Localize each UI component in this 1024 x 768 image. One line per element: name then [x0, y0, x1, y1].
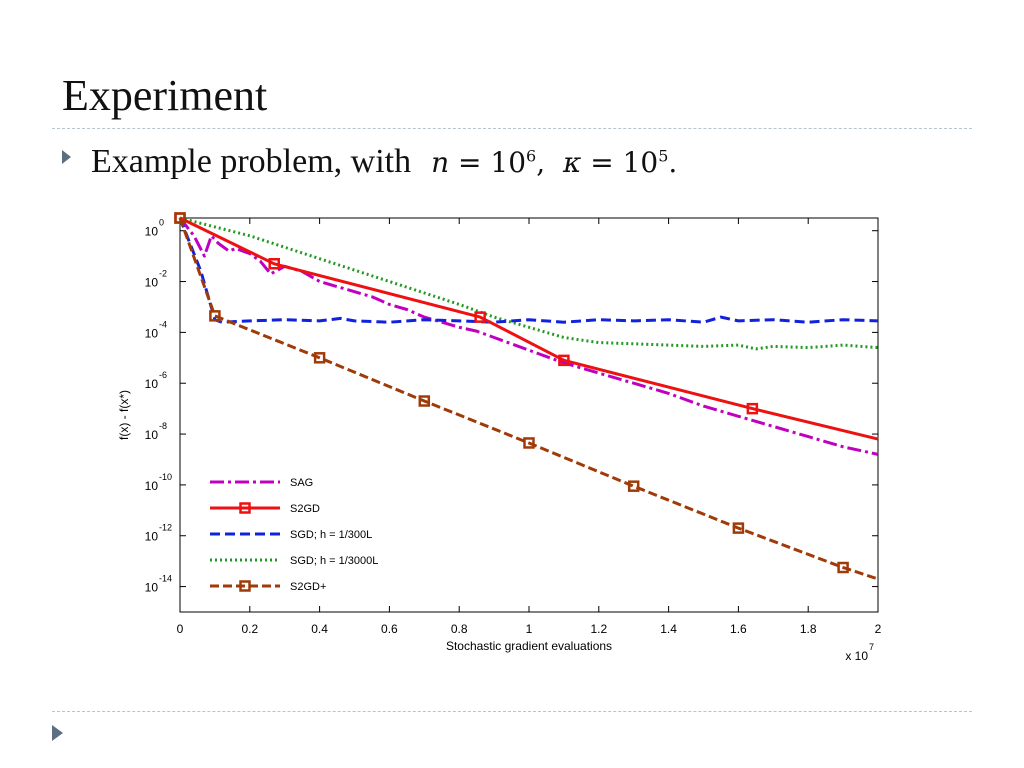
series-line-0	[178, 217, 879, 456]
x-tick-label: 0.8	[451, 622, 468, 636]
x-tick-label: 1.6	[730, 622, 747, 636]
math-expression: n = 106, κ = 105.	[431, 146, 678, 179]
x-tick-label: 2	[875, 622, 882, 636]
legend-label-2: SGD; h = 1/300L	[290, 529, 372, 541]
y-tick-exponent: -6	[159, 370, 167, 380]
y-tick-label: 10	[145, 479, 159, 493]
x-tick-label: 0.2	[241, 622, 258, 636]
footer-arrow-icon	[52, 725, 63, 741]
math-equals-ten-2: = 10	[581, 146, 659, 179]
y-tick-label: 10	[145, 326, 159, 340]
x-tick-label: 0.4	[311, 622, 328, 636]
legend-label-0: SAG	[290, 477, 313, 489]
series-marker-1	[746, 402, 759, 415]
math-n-exponent: 6	[526, 146, 537, 166]
legend-label-3: SGD; h = 1/3000L	[290, 555, 378, 567]
y-tick-exponent: -8	[159, 421, 167, 431]
y-axis-label: f(x) - f(x*)	[117, 390, 131, 440]
y-tick-label: 10	[145, 428, 159, 442]
x-multiplier-exponent: 7	[869, 642, 874, 652]
bullet-item: Example problem, with n = 106, κ = 105.	[62, 143, 677, 183]
series-marker-4	[837, 561, 849, 574]
x-axis-label: Stochastic gradient evaluations	[446, 639, 612, 653]
series-marker-4	[313, 352, 326, 364]
math-equals-ten-1: = 10	[449, 146, 527, 179]
series-marker-1	[474, 311, 486, 323]
series-marker-4	[174, 212, 186, 224]
series-marker-4	[523, 437, 535, 449]
x-tick-label: 0.6	[381, 622, 398, 636]
series-line-3	[179, 216, 879, 351]
y-tick-label: 10	[145, 530, 159, 544]
y-tick-exponent: -4	[159, 319, 167, 329]
y-tick-label: 10	[145, 276, 159, 290]
series-marker-1	[558, 354, 570, 367]
series-marker-4	[418, 395, 431, 407]
legend-label-4: S2GD+	[290, 581, 326, 593]
y-tick-exponent: 0	[159, 218, 164, 228]
legend-marker-1	[239, 502, 251, 514]
x-tick-label: 1.4	[660, 622, 677, 636]
series-line-2	[178, 217, 879, 324]
legend-marker-4	[239, 580, 251, 592]
y-tick-exponent: -10	[159, 472, 172, 482]
bullet-arrow-icon	[62, 150, 71, 164]
x-tick-label: 1.2	[590, 622, 607, 636]
footer-divider	[52, 711, 972, 712]
x-tick-label: 0	[177, 622, 184, 636]
y-tick-label: 10	[145, 581, 159, 595]
math-kappa-exponent: 5	[658, 146, 669, 166]
title-divider	[52, 128, 972, 129]
y-tick-label: 10	[145, 377, 159, 391]
y-tick-exponent: -14	[159, 574, 172, 584]
math-n: n	[431, 146, 450, 179]
x-multiplier-label: x 10	[845, 649, 868, 663]
slide-title: Experiment	[62, 71, 268, 120]
series-line-1	[179, 216, 879, 441]
legend-label-1: S2GD	[290, 503, 320, 515]
bullet-text: Example problem, with	[91, 143, 412, 180]
series-marker-4	[209, 310, 221, 322]
series-marker-1	[268, 258, 280, 270]
y-tick-label: 10	[145, 225, 159, 239]
series-marker-4	[732, 522, 745, 534]
math-kappa: κ	[562, 146, 582, 179]
x-tick-label: 1.8	[800, 622, 817, 636]
plot-area	[179, 217, 879, 613]
series-marker-4	[627, 480, 640, 492]
y-tick-exponent: -2	[159, 269, 167, 279]
y-tick-exponent: -12	[159, 523, 172, 533]
series-line-4	[178, 217, 879, 581]
x-tick-label: 1	[526, 622, 533, 636]
